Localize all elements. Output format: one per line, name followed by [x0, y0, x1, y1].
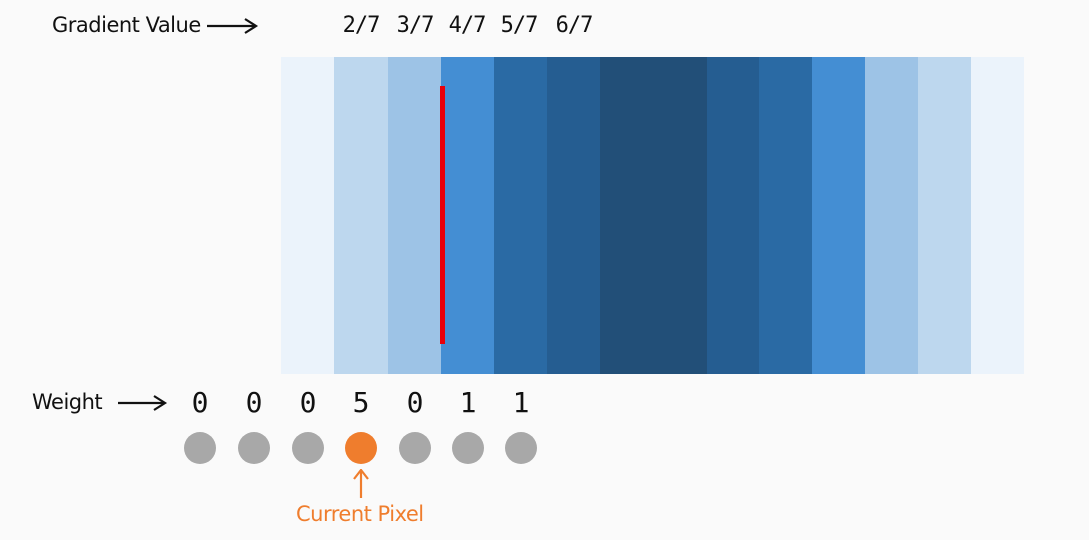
gradient-band — [918, 57, 971, 374]
gradient-band — [600, 57, 707, 374]
gradient-values-row: 2/7 3/7 4/7 5/7 6/7 — [0, 0, 1089, 50]
gradient-value: 4/7 — [448, 13, 487, 38]
weight-value: 1 — [459, 386, 477, 419]
gradient-band — [865, 57, 918, 374]
gradient-band — [334, 57, 388, 374]
weight-value: 0 — [245, 386, 263, 419]
gradient-value: 3/7 — [396, 13, 435, 38]
current-pixel-label: Current Pixel — [296, 502, 424, 526]
weight-value: 0 — [191, 386, 209, 419]
gradient-value: 6/7 — [555, 13, 594, 38]
right-arrow-icon — [118, 395, 168, 411]
gradient-value: 2/7 — [342, 13, 381, 38]
gradient-value: 5/7 — [500, 13, 539, 38]
current-pixel-dot — [345, 432, 377, 464]
gradient-band — [812, 57, 865, 374]
right-arrow-icon — [207, 18, 259, 34]
up-arrow-icon — [353, 469, 369, 498]
gradient-band — [759, 57, 812, 374]
weight-value: 5 — [352, 386, 370, 419]
pixel-dot — [238, 432, 270, 464]
gradient-band — [441, 57, 494, 374]
weight-value: 0 — [406, 386, 424, 419]
gradient-value-label: Gradient Value — [52, 13, 201, 37]
pixel-dot — [184, 432, 216, 464]
pixel-dot — [505, 432, 537, 464]
pixel-dot — [292, 432, 324, 464]
gradient-band — [388, 57, 441, 374]
gradient-band — [707, 57, 759, 374]
weight-value: 1 — [512, 386, 530, 419]
gradient-band — [494, 57, 547, 374]
gradient-band — [547, 57, 600, 374]
gradient-band — [971, 57, 1024, 374]
gradient-band — [281, 57, 334, 374]
pixel-dot — [452, 432, 484, 464]
pixel-dot — [399, 432, 431, 464]
weight-label: Weight — [32, 390, 103, 414]
edge-boundary-line — [440, 86, 445, 344]
weight-value: 0 — [299, 386, 317, 419]
gradient-strip — [281, 57, 1024, 374]
